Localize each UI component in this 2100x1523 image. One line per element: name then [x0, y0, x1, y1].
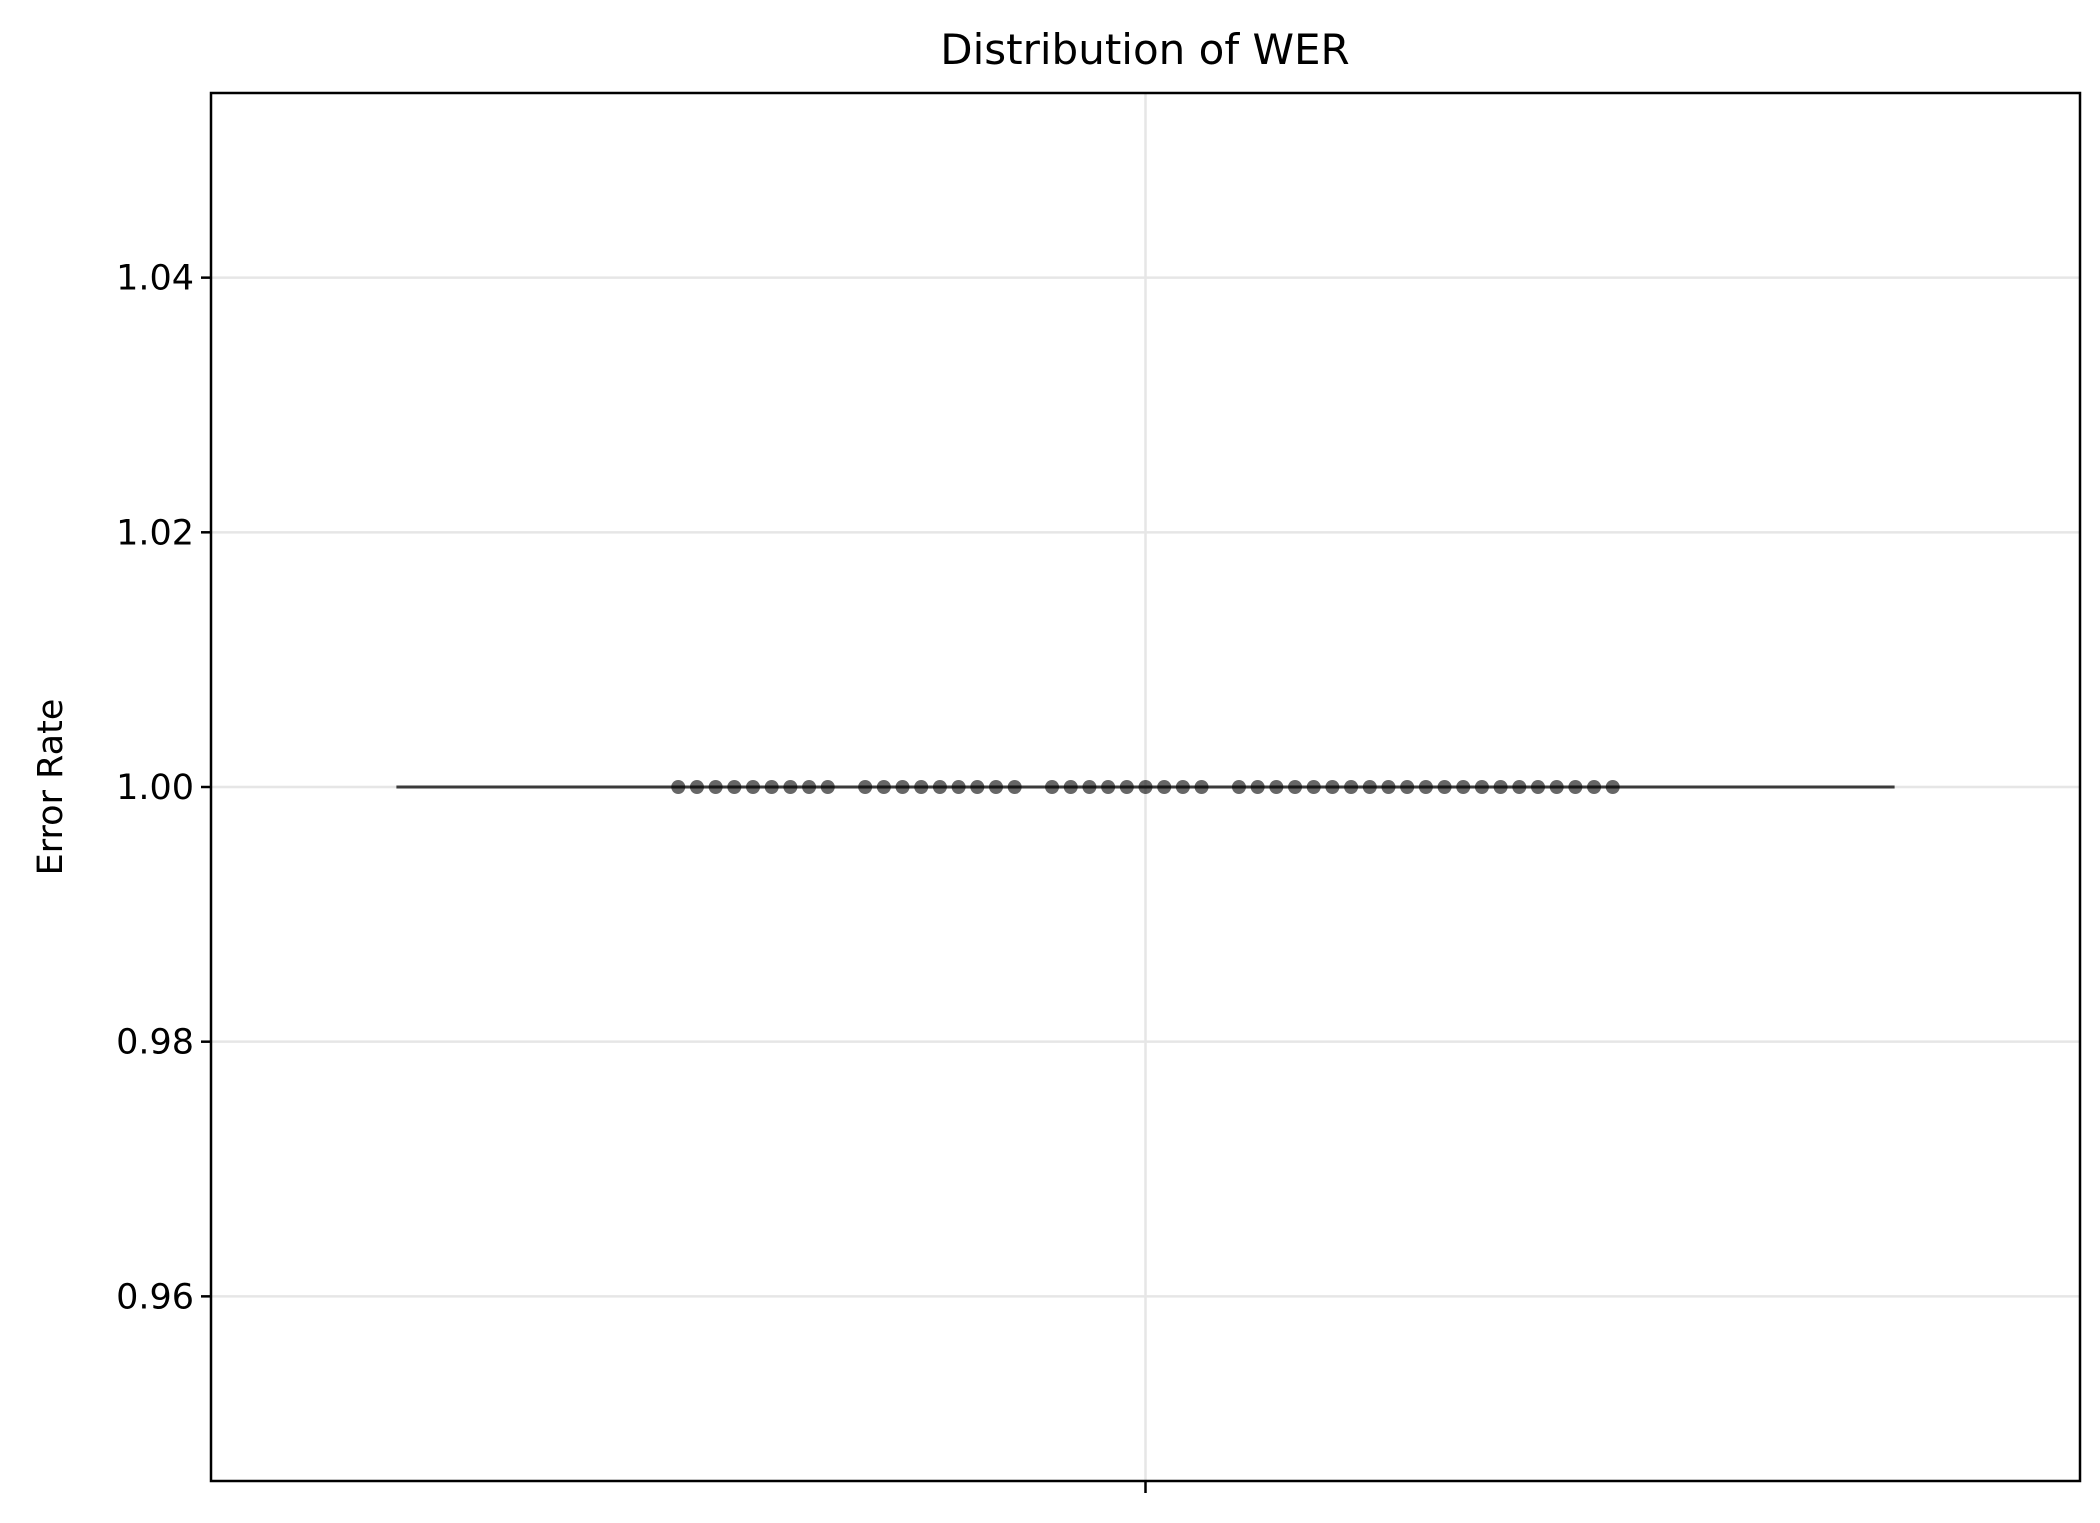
data-point	[1325, 780, 1340, 794]
data-point	[820, 780, 835, 794]
data-point	[1474, 780, 1489, 794]
data-point	[671, 780, 686, 794]
data-point	[988, 780, 1003, 794]
data-point	[727, 780, 742, 794]
data-point	[914, 780, 929, 794]
data-point	[1456, 780, 1471, 794]
data-point	[1231, 780, 1246, 794]
data-point	[1119, 780, 1134, 794]
data-point	[764, 780, 779, 794]
data-point	[1549, 780, 1564, 794]
data-point	[1493, 780, 1508, 794]
y-axis: 0.96 0.98 1.00 1.02 1.04	[116, 259, 211, 1317]
data-point	[1157, 780, 1172, 794]
points-layer	[671, 780, 1620, 794]
data-point	[1269, 780, 1284, 794]
data-point	[1512, 780, 1527, 794]
data-point	[895, 780, 910, 794]
data-point	[708, 780, 723, 794]
y-tick-label: 1.04	[116, 259, 194, 299]
data-point	[1418, 780, 1433, 794]
y-tick-label: 0.96	[116, 1277, 194, 1317]
y-tick-label: 1.02	[116, 513, 194, 553]
data-point	[858, 780, 873, 794]
data-point	[1568, 780, 1583, 794]
data-point	[802, 780, 817, 794]
data-point	[1101, 780, 1116, 794]
data-point	[932, 780, 947, 794]
data-point	[1400, 780, 1415, 794]
data-point	[1250, 780, 1265, 794]
data-point	[1063, 780, 1078, 794]
data-point	[1306, 780, 1321, 794]
data-point	[1381, 780, 1396, 794]
y-tick-label: 1.00	[116, 768, 194, 808]
data-point	[1605, 780, 1620, 794]
data-point	[1007, 780, 1022, 794]
data-point	[1045, 780, 1060, 794]
y-tick-label: 0.98	[116, 1023, 194, 1063]
data-point	[746, 780, 761, 794]
data-point	[951, 780, 966, 794]
data-point	[1362, 780, 1377, 794]
data-point	[689, 780, 704, 794]
data-point	[1437, 780, 1452, 794]
data-point	[1175, 780, 1190, 794]
data-point	[1288, 780, 1303, 794]
y-axis-label: Error Rate	[31, 699, 71, 876]
data-point	[970, 780, 985, 794]
data-point	[783, 780, 798, 794]
chart-title: Distribution of WER	[940, 25, 1349, 74]
data-point	[1138, 780, 1153, 794]
data-point	[1530, 780, 1545, 794]
data-point	[876, 780, 891, 794]
data-point	[1587, 780, 1602, 794]
data-point	[1344, 780, 1359, 794]
data-point	[1194, 780, 1209, 794]
data-point	[1082, 780, 1097, 794]
